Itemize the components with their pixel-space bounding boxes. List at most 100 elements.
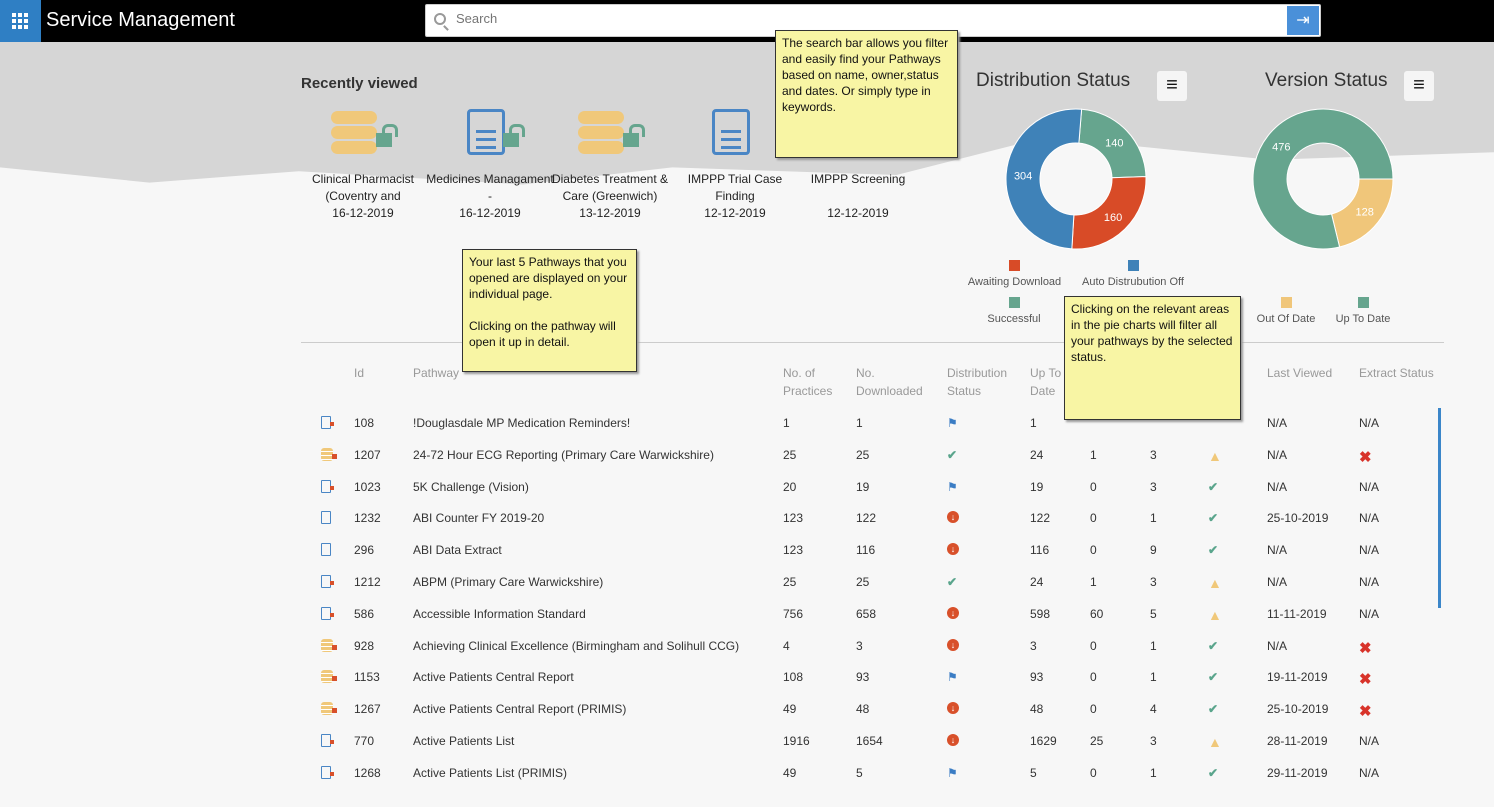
legend-awaiting-download[interactable]: Awaiting Download: [962, 260, 1067, 288]
cell-up-to-date: 93: [1030, 670, 1044, 685]
cell-practices: 756: [783, 606, 804, 621]
header-downloaded[interactable]: No. Downloaded: [856, 366, 923, 398]
cell-id: 1207: [354, 447, 381, 462]
cell-downloaded: 1654: [856, 734, 883, 748]
donut-slice[interactable]: [1005, 108, 1083, 250]
document-icon: [321, 416, 334, 429]
database-icon: [321, 638, 337, 652]
cell-id: 1267: [354, 702, 381, 717]
header-pathway[interactable]: Pathway: [413, 366, 460, 380]
download-pending-icon: ↓: [947, 638, 959, 651]
cell-downloaded: 122: [856, 511, 877, 526]
header-distribution-status[interactable]: Distribution Status: [947, 366, 1008, 398]
cell-pathway[interactable]: 24-72 Hour ECG Reporting (Primary Care W…: [413, 447, 714, 462]
recent-pathway-date: 12-12-2019: [704, 206, 766, 220]
recent-pathway-item[interactable]: Medicines Managament - 16-12-2019: [425, 105, 555, 222]
cell-pathway[interactable]: Achieving Clinical Excellence (Birmingha…: [413, 638, 740, 653]
recent-pathway-item[interactable]: IMPPP Trial Case Finding 12-12-2019: [670, 105, 800, 222]
cell-count: 3: [1150, 479, 1157, 494]
table-row[interactable]: 1207 24-72 Hour ECG Reporting (Primary Ca…: [0, 447, 1440, 480]
table-row[interactable]: 1232 ABI Counter FY 2019-20 123 122 ↓ 122 0 1 ✔ 2…: [0, 511, 1440, 543]
header-id[interactable]: Id: [354, 366, 365, 380]
table-row[interactable]: 1212 ABPM (Primary Care Warwickshire) 25 25…: [0, 575, 1440, 607]
cell-count: 0: [1090, 702, 1097, 717]
cell-id: 296: [354, 543, 375, 558]
legend-auto-distribution-off[interactable]: Auto Distrubution Off: [1075, 260, 1191, 288]
legend-successful[interactable]: Successful: [980, 297, 1048, 325]
cell-pathway[interactable]: Active Patients List (PRIMIS): [413, 765, 568, 780]
table-row[interactable]: 770 Active Patients List 1916 1654 ↓ 1629 25 3 ▲…: [0, 734, 1440, 766]
document-lock-icon: [425, 105, 555, 165]
app-launcher-grid-icon[interactable]: [0, 0, 41, 42]
recent-pathway-item[interactable]: Diabetes Treatment & Care (Greenwich) 13-…: [545, 105, 675, 222]
version-chart-title: Version Status: [1265, 70, 1388, 91]
cell-pathway[interactable]: Active Patients List: [413, 734, 515, 748]
database-icon: [578, 111, 624, 155]
check-icon: ✔: [1208, 511, 1219, 526]
search-submit-button[interactable]: ⇥: [1287, 6, 1319, 35]
check-icon: ✔: [947, 575, 958, 589]
cell-up-to-date: 19: [1030, 479, 1044, 494]
table-scrollbar[interactable]: [1438, 408, 1441, 608]
cell-count: 0: [1090, 479, 1097, 494]
warning-icon: ▲: [1208, 447, 1222, 464]
cell-pathway[interactable]: 5K Challenge (Vision): [413, 479, 529, 494]
cell-pathway[interactable]: Accessible Information Standard: [413, 606, 586, 621]
cell-up-to-date: 116: [1030, 543, 1050, 558]
legend-out-of-date[interactable]: Out Of Date: [1252, 297, 1320, 325]
cross-icon: ✖: [1359, 639, 1372, 657]
cell-pathway[interactable]: ABI Counter FY 2019-20: [413, 511, 545, 526]
table-row[interactable]: 586 Accessible Information Standard 756 658…: [0, 606, 1440, 639]
cross-icon: ✖: [1359, 448, 1372, 466]
donut-slice[interactable]: [1252, 108, 1394, 250]
cell-pathway[interactable]: Active Patients Central Report: [413, 670, 574, 685]
cell-pathway[interactable]: !Douglasdale MP Medication Reminders!: [413, 416, 631, 430]
unlock-icon: [376, 124, 398, 147]
download-pending-icon: ↓: [947, 606, 959, 619]
recent-pathway-item[interactable]: Clinical Pharmacist (Coventry and 16-12-2…: [298, 105, 428, 222]
recent-pathway-item[interactable]: IMPPP Screening 12-12-2019: [793, 105, 923, 222]
recent-pathway-name: Clinical Pharmacist (Coventry and: [311, 172, 415, 203]
download-pending-icon: ↓: [947, 543, 959, 556]
header-practices[interactable]: No. of Practices: [783, 366, 833, 398]
document-icon: [321, 543, 331, 557]
version-chart-menu-icon[interactable]: ≡: [1404, 71, 1434, 101]
cell-up-to-date: 122: [1030, 511, 1051, 526]
table-row[interactable]: 928 Achieving Clinical Excellence (Birmin…: [0, 638, 1440, 671]
document-icon: [321, 479, 334, 493]
cell-last-viewed: 29-11-2019: [1267, 765, 1328, 780]
table-row[interactable]: 1268 Active Patients List (PRIMIS) 49 5 ⚑ 5 0 1…: [0, 765, 1440, 798]
recent-pathway-date: 16-12-2019: [459, 206, 521, 220]
cell-last-viewed: N/A: [1267, 575, 1288, 589]
table-row[interactable]: 296 ABI Data Extract 123 116 ↓ 116 0 9 ✔ N/A N/A: [0, 543, 1440, 575]
cell-pathway[interactable]: Active Patients Central Report (PRIMIS): [413, 702, 627, 717]
distribution-chart-menu-icon[interactable]: ≡: [1157, 71, 1187, 101]
cell-last-viewed: N/A: [1267, 638, 1288, 653]
check-icon: ✔: [1208, 638, 1219, 653]
table-row[interactable]: 1153 Active Patients Central Report 108 93 ⚑…: [0, 670, 1440, 702]
cell-id: 928: [354, 638, 375, 653]
cell-practices: 1916: [783, 734, 810, 748]
search-input[interactable]: [456, 11, 1256, 26]
distribution-donut-chart[interactable]: 140 160 304: [1005, 108, 1147, 250]
cell-extract: N/A: [1359, 575, 1380, 589]
cell-id: 586: [354, 606, 375, 621]
recent-tooltip-text-2: Clicking on the pathway will open it up …: [469, 319, 616, 349]
header-extract-status[interactable]: Extract Status: [1359, 366, 1434, 380]
recent-pathway-date: 12-12-2019: [827, 206, 889, 220]
table-row[interactable]: 1023 5K Challenge (Vision) 20 19 ⚑ 19 0 3 ✔ N/A N/…: [0, 479, 1440, 512]
legend-up-to-date[interactable]: Up To Date: [1330, 297, 1396, 325]
header-up-to-date[interactable]: Up To Date: [1030, 366, 1062, 398]
header-last-viewed[interactable]: Last Viewed: [1267, 366, 1333, 380]
warning-icon: ▲: [1208, 575, 1222, 591]
cell-count: 1: [1150, 670, 1157, 685]
cell-pathway[interactable]: ABPM (Primary Care Warwickshire): [413, 575, 604, 589]
version-donut-chart[interactable]: 128 476: [1252, 108, 1394, 250]
table-row[interactable]: 1267 Active Patients Central Report (PRIM…: [0, 702, 1440, 734]
database-lock-icon: [298, 105, 428, 165]
cell-pathway[interactable]: ABI Data Extract: [413, 543, 502, 558]
table-row[interactable]: 108 !Douglasdale MP Medication Reminders!…: [0, 416, 1440, 448]
check-icon: ✔: [1208, 702, 1219, 717]
cell-count: 0: [1090, 543, 1097, 558]
donut-slice[interactable]: [1071, 176, 1147, 250]
